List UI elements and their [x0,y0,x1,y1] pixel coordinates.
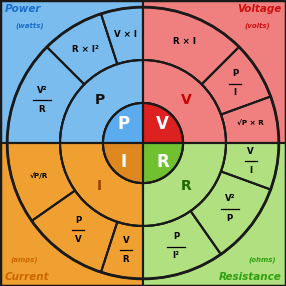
Text: P: P [94,92,105,106]
Text: V²: V² [225,194,235,203]
Text: P: P [75,216,81,225]
Text: V: V [247,147,254,156]
Wedge shape [7,47,84,143]
Wedge shape [202,47,271,115]
Text: I: I [97,180,102,194]
Text: √P × R: √P × R [237,121,264,127]
Wedge shape [143,143,183,183]
Wedge shape [32,190,117,272]
Text: (ohms): (ohms) [248,257,276,263]
Text: Voltage: Voltage [237,4,282,14]
Text: P: P [227,214,233,223]
Wedge shape [221,97,279,143]
Text: I²: I² [172,251,179,261]
Text: P: P [232,69,239,78]
Wedge shape [143,60,226,143]
Text: V: V [181,92,192,106]
Text: R: R [181,180,192,194]
Text: P: P [117,115,129,133]
Wedge shape [101,222,143,279]
Text: V: V [156,115,169,133]
Wedge shape [143,143,226,226]
Text: R: R [156,153,169,171]
Text: V: V [75,235,81,244]
Text: V: V [123,236,129,245]
Text: R: R [39,105,45,114]
Wedge shape [143,7,239,84]
Wedge shape [190,171,271,254]
Text: I: I [249,166,252,175]
Text: I: I [234,88,237,97]
Text: √P/R: √P/R [29,172,48,179]
Wedge shape [103,103,143,143]
Text: P: P [173,232,179,241]
Wedge shape [47,14,117,84]
Polygon shape [143,143,286,286]
Wedge shape [143,103,183,143]
Text: Power: Power [4,4,41,14]
Wedge shape [221,143,279,189]
Polygon shape [0,143,143,286]
Wedge shape [60,143,143,226]
Text: I: I [120,153,126,171]
Text: V²: V² [37,86,47,95]
Wedge shape [103,143,143,183]
Text: (watts): (watts) [16,23,44,29]
Text: V × I: V × I [114,30,137,39]
Wedge shape [7,143,75,221]
Polygon shape [143,0,286,143]
Text: Resistance: Resistance [219,272,282,282]
Text: Current: Current [4,272,49,282]
Polygon shape [0,0,143,143]
Wedge shape [60,60,143,143]
Text: R × I²: R × I² [72,45,99,54]
Text: (amps): (amps) [10,257,38,263]
Wedge shape [101,7,143,64]
Text: (volts): (volts) [245,23,270,29]
Text: R × I: R × I [173,37,196,46]
Wedge shape [143,211,221,279]
Text: R: R [123,255,129,264]
